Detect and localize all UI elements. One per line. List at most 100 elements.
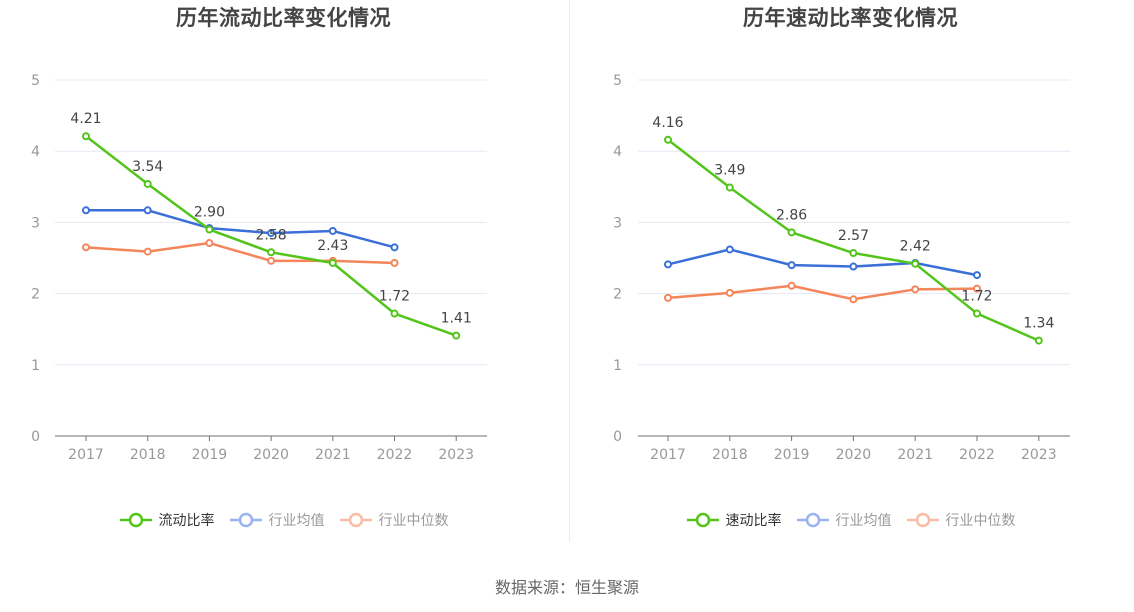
x-tick-label: 2023 <box>438 447 474 463</box>
data-point[interactable] <box>143 206 152 215</box>
legend-line-circle-icon <box>906 512 939 528</box>
legend-item-industry-average[interactable]: 行业均值 <box>796 510 892 530</box>
data-point[interactable] <box>205 239 214 248</box>
data-point[interactable] <box>82 206 90 215</box>
legend: 流动比率 行业均值 行业中位数 <box>0 510 567 530</box>
legend-item-industry-median[interactable]: 行业中位数 <box>906 510 1016 530</box>
y-tick-label: 2 <box>31 287 40 303</box>
data-point[interactable] <box>452 331 461 340</box>
x-tick-label: 2017 <box>650 447 686 463</box>
data-source-footer: 数据来源：恒生聚源 <box>494 578 639 597</box>
x-tick-label: 2019 <box>192 447 228 463</box>
legend-label: 流动比率 <box>158 513 215 529</box>
data-point[interactable] <box>725 245 734 254</box>
data-point[interactable] <box>725 288 734 297</box>
data-point[interactable] <box>787 261 796 270</box>
data-point[interactable] <box>1034 336 1043 345</box>
data-point[interactable] <box>390 258 399 267</box>
x-tick-label: 2017 <box>68 447 104 463</box>
data-point[interactable] <box>849 262 858 271</box>
data-point[interactable] <box>328 258 337 267</box>
data-point[interactable] <box>849 249 858 258</box>
legend-item-industry-average[interactable]: 行业均值 <box>229 510 325 530</box>
data-label: 2.42 <box>900 239 931 255</box>
x-tick-label: 2022 <box>959 447 995 463</box>
data-label: 3.49 <box>714 163 745 179</box>
data-point[interactable] <box>390 309 399 318</box>
data-label: 1.72 <box>379 289 410 305</box>
data-point[interactable] <box>911 285 920 294</box>
x-tick-label: 2023 <box>1021 447 1057 463</box>
x-tick-label: 2020 <box>253 447 289 463</box>
data-point[interactable] <box>787 281 796 290</box>
series-line-industry-average <box>667 248 978 277</box>
legend-line-circle-icon <box>339 512 372 528</box>
data-point[interactable] <box>205 225 214 234</box>
legend: 速动比率 行业均值 行业中位数 <box>567 510 1134 530</box>
y-tick-label: 4 <box>31 144 40 160</box>
y-tick-label: 5 <box>613 73 622 89</box>
y-tick-label: 4 <box>613 144 622 160</box>
legend-label: 行业中位数 <box>378 513 449 529</box>
data-point[interactable] <box>267 256 276 265</box>
legend-line-circle-icon <box>119 512 152 528</box>
data-point[interactable] <box>82 243 90 252</box>
data-point[interactable] <box>82 132 90 141</box>
y-tick-label: 1 <box>31 358 40 374</box>
series-line-industry-median <box>667 284 978 301</box>
x-tick-label: 2019 <box>774 447 810 463</box>
data-point[interactable] <box>911 259 920 268</box>
y-tick-label: 1 <box>613 358 622 374</box>
data-label: 2.57 <box>838 228 869 244</box>
data-point[interactable] <box>390 243 399 252</box>
data-point[interactable] <box>664 260 672 269</box>
data-label: 2.58 <box>256 227 287 243</box>
quick-ratio-chart: 0 1 2 3 4 5 2017 2018 2019 2020 2021 2022 2023 4.16 3.… <box>613 73 1070 463</box>
data-label: 1.41 <box>441 311 472 327</box>
data-point[interactable] <box>143 247 152 256</box>
data-point[interactable] <box>143 179 152 188</box>
data-point[interactable] <box>267 248 276 257</box>
data-point[interactable] <box>664 293 672 302</box>
legend-item-main[interactable]: 流动比率 <box>119 510 215 530</box>
x-tick-label: 2021 <box>315 447 351 463</box>
chart-title: 历年流动比率变化情况 <box>176 6 391 30</box>
legend-line-circle-icon <box>796 512 829 528</box>
data-label: 1.34 <box>1023 316 1054 332</box>
data-label: 2.86 <box>776 207 807 223</box>
data-point[interactable] <box>725 183 734 192</box>
y-tick-label: 3 <box>613 215 622 231</box>
y-tick-label: 3 <box>31 215 40 231</box>
legend-label: 速动比率 <box>725 513 782 529</box>
data-point[interactable] <box>787 228 796 237</box>
series-line-industry-average <box>86 209 395 249</box>
data-point[interactable] <box>973 309 981 318</box>
current-ratio-chart: 0 1 2 3 4 5 2017 2018 2019 2020 2021 2022 2023 4.21 3.… <box>31 73 487 463</box>
legend-label: 行业均值 <box>268 513 325 529</box>
legend-item-industry-median[interactable]: 行业中位数 <box>339 510 449 530</box>
legend-line-circle-icon <box>686 512 719 528</box>
y-tick-label: 0 <box>31 429 40 445</box>
data-label: 2.43 <box>317 238 348 254</box>
y-tick-label: 2 <box>613 287 622 303</box>
data-label: 4.16 <box>652 115 683 131</box>
legend-label: 行业均值 <box>835 513 892 529</box>
chart-title: 历年速动比率变化情况 <box>743 6 958 30</box>
data-point[interactable] <box>328 226 337 235</box>
data-point[interactable] <box>973 284 981 293</box>
y-tick-label: 0 <box>613 429 622 445</box>
x-tick-label: 2018 <box>130 447 166 463</box>
data-point[interactable] <box>267 229 276 238</box>
x-tick-label: 2018 <box>712 447 748 463</box>
x-tick-label: 2022 <box>377 447 413 463</box>
data-point[interactable] <box>973 271 981 280</box>
data-point[interactable] <box>664 135 672 144</box>
data-label: 3.54 <box>132 159 163 175</box>
data-label: 4.21 <box>70 111 101 127</box>
x-tick-label: 2021 <box>897 447 933 463</box>
x-tick-label: 2020 <box>836 447 872 463</box>
legend-label: 行业中位数 <box>945 513 1016 529</box>
current-ratio-panel: 历年流动比率变化情况 0 1 2 3 4 5 2017 2018 2019 2020 2021 202… <box>0 0 567 560</box>
legend-item-main[interactable]: 速动比率 <box>686 510 782 530</box>
data-point[interactable] <box>849 295 858 304</box>
